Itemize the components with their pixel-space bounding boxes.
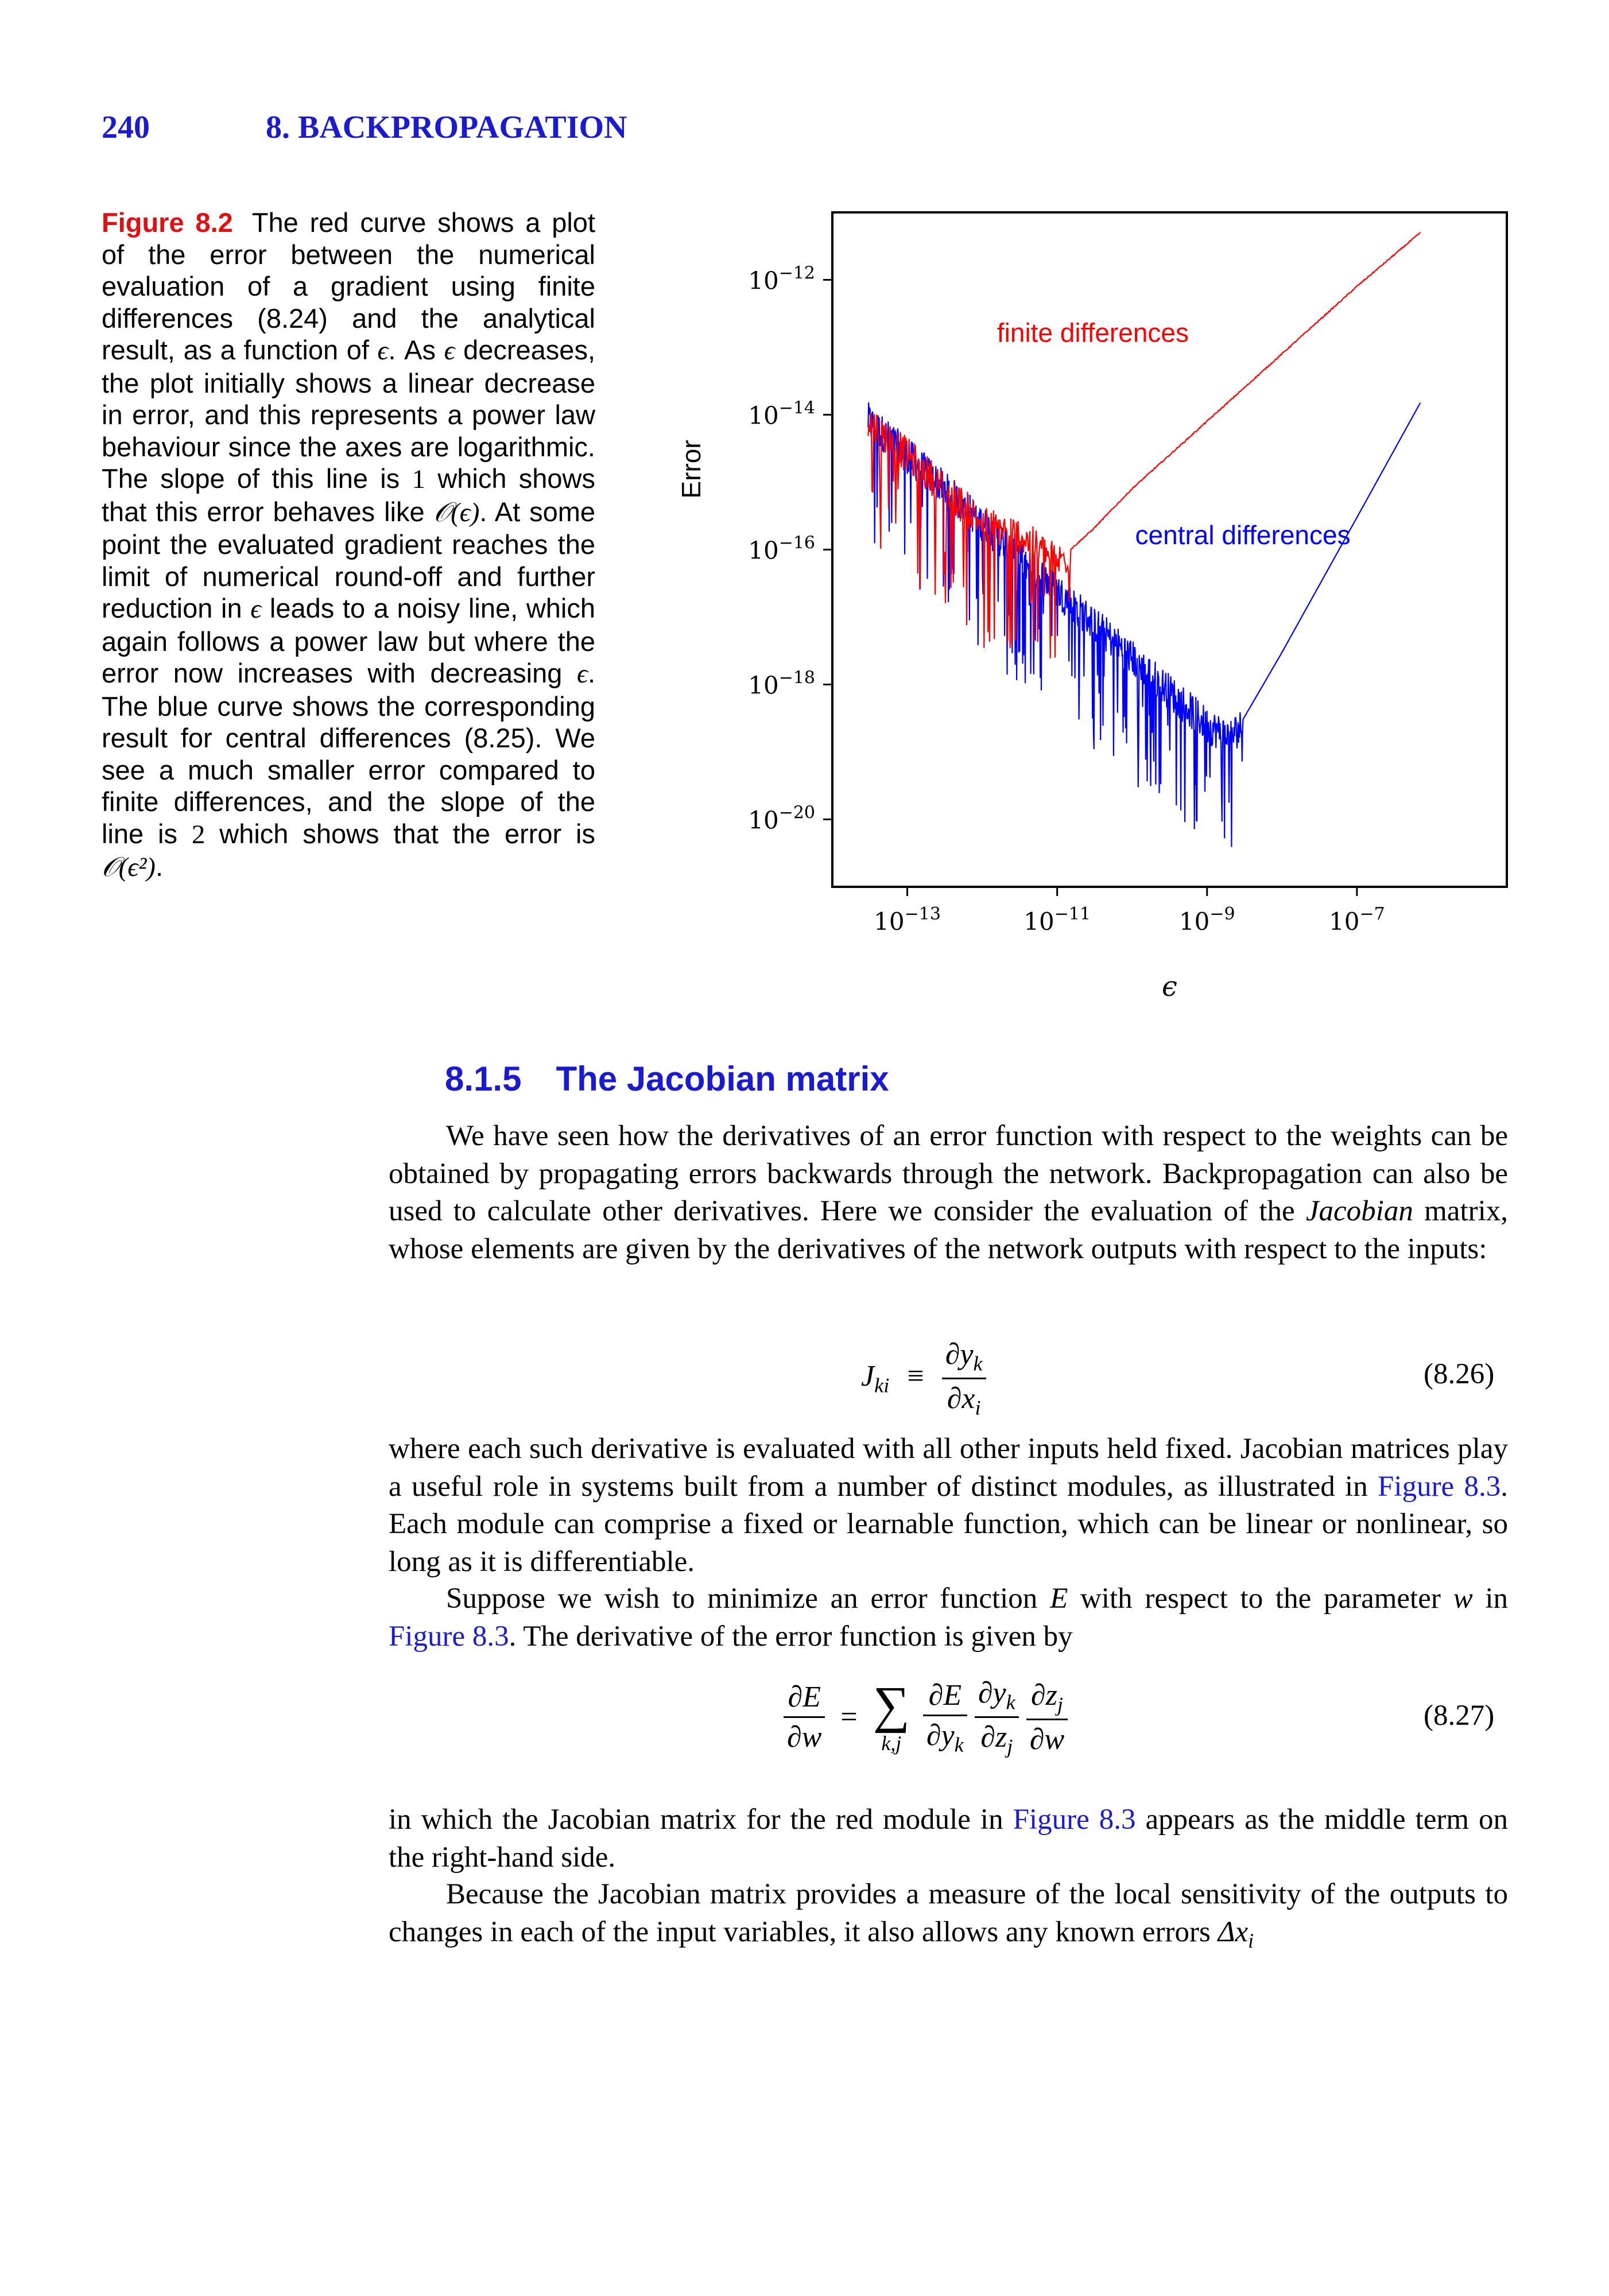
page-number: 240 <box>102 110 150 145</box>
caption-text-2: . As <box>388 335 436 365</box>
figure-caption: Figure 8.2 The red curve shows a plot of… <box>102 207 595 884</box>
caption-text-7: . The blue curve shows the corresponding… <box>102 658 595 849</box>
eq2-lhs-fraction: ∂E ∂w <box>784 1680 825 1754</box>
eq2-fraction-3: ∂zj ∂w <box>1026 1678 1068 1756</box>
series-annotation-1: central differences <box>1135 520 1351 550</box>
caption-eps-3: ϵ <box>250 594 262 624</box>
series-layer <box>867 231 1421 847</box>
eq2-fraction-2: ∂yk ∂zj <box>974 1676 1019 1759</box>
eq2-sum: ∑ k,j <box>873 1676 910 1755</box>
series-line-finite-differences <box>867 231 1421 659</box>
error-chart: 10−13 10−11 10−9 10−7 10−12 10−14 10−16 10−18 10… <box>676 211 1508 1003</box>
figure-8-3-link-2[interactable]: Figure 8.3 <box>389 1620 509 1653</box>
y-tick-label-1: 10−14 <box>748 398 815 430</box>
y-axis-label: Error <box>676 440 706 498</box>
p5-text: Because the Jacobian matrix provides a m… <box>389 1878 1508 1948</box>
p3-a: Suppose we wish to minimize an error fun… <box>446 1583 1038 1615</box>
caption-text-1: The red curve shows a plot of the error … <box>102 207 595 365</box>
eq1-fraction: ∂yk ∂xi <box>941 1337 986 1420</box>
eq1-op: ≡ <box>907 1359 924 1393</box>
eq2-op: = <box>840 1701 858 1734</box>
y-tick-label-4: 10−20 <box>748 803 815 835</box>
x-tick-label-2: 10−9 <box>1179 904 1235 936</box>
x-tick-label-0: 10−13 <box>874 904 941 936</box>
p2-text: where each such derivative is evaluated … <box>389 1433 1508 1503</box>
caption-text-6: leads to a noisy line, which again follo… <box>102 593 595 688</box>
chapter-title: 8. BACKPROPAGATION <box>266 110 627 145</box>
paragraph-1: We have seen how the derivatives of an e… <box>389 1118 1508 1268</box>
caption-big-o-eps2: 𝒪(ϵ²) <box>102 852 156 882</box>
y-tick-label-0: 10−12 <box>748 263 815 295</box>
equation-number-8-27: (8.27) <box>1424 1700 1495 1732</box>
y-tick-label-2: 10−16 <box>748 533 815 565</box>
p2-end: . Each module can comprise a fixed or le… <box>389 1470 1509 1578</box>
caption-eps-4: ϵ <box>577 659 588 689</box>
p3-d: . The derivative of the error function i… <box>509 1620 1073 1653</box>
p1-end: matrix, whose elements are given by the … <box>389 1195 1509 1265</box>
caption-eps-2: ϵ <box>444 336 455 366</box>
p1-text: We have seen how the derivatives of an e… <box>389 1120 1508 1227</box>
caption-text-9: . <box>155 851 163 882</box>
paragraph-3: Suppose we wish to minimize an error fun… <box>389 1580 1508 1655</box>
p3-w: w <box>1453 1583 1473 1615</box>
eq2-fraction-1: ∂E ∂yk <box>922 1678 967 1756</box>
series-line-central-differences <box>867 402 1421 847</box>
paragraph-5: Because the Jacobian matrix provides a m… <box>389 1876 1508 1960</box>
p5-delta-x: Δxi <box>1218 1915 1254 1952</box>
p4-b: appears as the middle term on the right-… <box>389 1804 1509 1874</box>
caption-one: 1 <box>412 464 426 494</box>
series-annotation-0: finite differences <box>997 318 1189 348</box>
x-tick-label-1: 10−11 <box>1023 904 1091 936</box>
caption-text-4: which shows that this error behaves like <box>102 463 595 527</box>
p4-a: in which the Jacobian matrix for the red… <box>389 1804 1003 1836</box>
caption-big-o-eps: 𝒪(ϵ) <box>433 497 480 528</box>
figure-8-3-link-1[interactable]: Figure 8.3 <box>1378 1470 1501 1503</box>
caption-two: 2 <box>191 819 206 850</box>
equation-number-8-26: (8.26) <box>1424 1358 1495 1390</box>
y-tick-label-3: 10−18 <box>748 668 815 700</box>
figure-8-3-link-3[interactable]: Figure 8.3 <box>1013 1804 1136 1836</box>
x-tick-label-3: 10−7 <box>1329 904 1385 936</box>
p3-c: in <box>1485 1583 1509 1615</box>
section-heading: 8.1.5 The Jacobian matrix <box>445 1059 889 1099</box>
paragraph-2: where each such derivative is evaluated … <box>389 1430 1508 1581</box>
caption-text-3: decreases, the plot initially shows a li… <box>102 335 595 494</box>
p3-E: E <box>1050 1583 1068 1615</box>
caption-text-5: . At some point the evaluated gradient r… <box>102 496 596 624</box>
paragraph-4: in which the Jacobian matrix for the red… <box>389 1801 1508 1876</box>
caption-eps-1: ϵ <box>377 336 389 366</box>
caption-text-8: which shows that the error is <box>219 818 595 849</box>
equation-8-26: Jki ≡ ∂yk ∂xi <box>861 1337 986 1420</box>
eq1-lhs: Jki <box>861 1359 890 1397</box>
p1-jacobian-emphasis: Jacobian <box>1305 1195 1413 1227</box>
section-number: 8.1.5 <box>445 1060 522 1098</box>
figure-label: Figure 8.2 <box>102 207 233 238</box>
p3-b: with respect to the parameter <box>1080 1583 1441 1615</box>
equation-8-27: ∂E ∂w = ∑ k,j ∂E ∂yk ∂yk ∂zj ∂zj ∂w <box>784 1676 1068 1759</box>
section-title: The Jacobian matrix <box>556 1060 889 1098</box>
ticks-layer <box>823 279 1358 896</box>
x-axis-label: ϵ <box>1162 971 1177 1003</box>
